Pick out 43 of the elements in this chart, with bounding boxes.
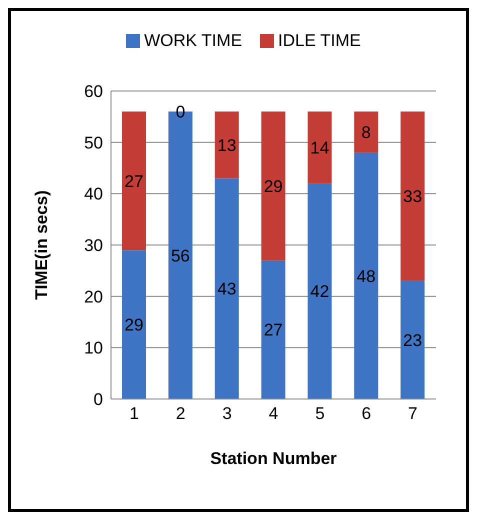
bar bbox=[354, 112, 378, 153]
x-tick-label: 1 bbox=[129, 404, 139, 424]
bar bbox=[261, 260, 286, 399]
data-label: 43 bbox=[217, 280, 236, 299]
y-tick-label: 30 bbox=[84, 236, 103, 256]
bar bbox=[400, 280, 425, 399]
data-label: 14 bbox=[310, 138, 330, 158]
legend-label: IDLE TIME bbox=[277, 31, 361, 51]
data-label: 8 bbox=[361, 123, 371, 142]
x-tick-label: 4 bbox=[268, 404, 278, 424]
x-tick-label: 3 bbox=[222, 404, 232, 424]
bar bbox=[400, 112, 425, 281]
bar bbox=[354, 152, 378, 399]
bar bbox=[122, 250, 146, 399]
data-label: 29 bbox=[124, 316, 144, 335]
y-tick-label: 50 bbox=[84, 133, 103, 152]
x-tick-label: 6 bbox=[362, 404, 372, 424]
bar bbox=[308, 112, 332, 184]
data-label: 27 bbox=[264, 320, 283, 340]
x-tick-label: 7 bbox=[408, 404, 418, 424]
x-tick-label: 5 bbox=[315, 404, 325, 424]
data-label: 27 bbox=[124, 172, 144, 191]
bar bbox=[214, 178, 239, 399]
data-label: 29 bbox=[264, 176, 283, 196]
data-label: 13 bbox=[217, 136, 236, 155]
y-tick-label: 0 bbox=[94, 390, 103, 410]
y-tick-label: 60 bbox=[84, 82, 103, 102]
bar bbox=[308, 183, 332, 399]
y-tick-label: 10 bbox=[84, 338, 103, 358]
data-label: 42 bbox=[310, 282, 330, 302]
x-axis-title: Station Number bbox=[210, 449, 338, 468]
bar bbox=[261, 112, 286, 260]
bar bbox=[214, 112, 239, 178]
y-tick-label: 40 bbox=[84, 184, 103, 204]
data-label: 56 bbox=[170, 246, 190, 266]
y-tick-label: 20 bbox=[84, 287, 103, 306]
data-label: 23 bbox=[403, 330, 422, 350]
bar bbox=[122, 112, 146, 250]
x-tick-label: 2 bbox=[176, 404, 186, 424]
data-label: 33 bbox=[403, 187, 422, 206]
y-axis-title: TIME(in secs) bbox=[32, 190, 52, 300]
legend-label: WORK TIME bbox=[143, 31, 242, 51]
data-label: 48 bbox=[356, 266, 376, 286]
